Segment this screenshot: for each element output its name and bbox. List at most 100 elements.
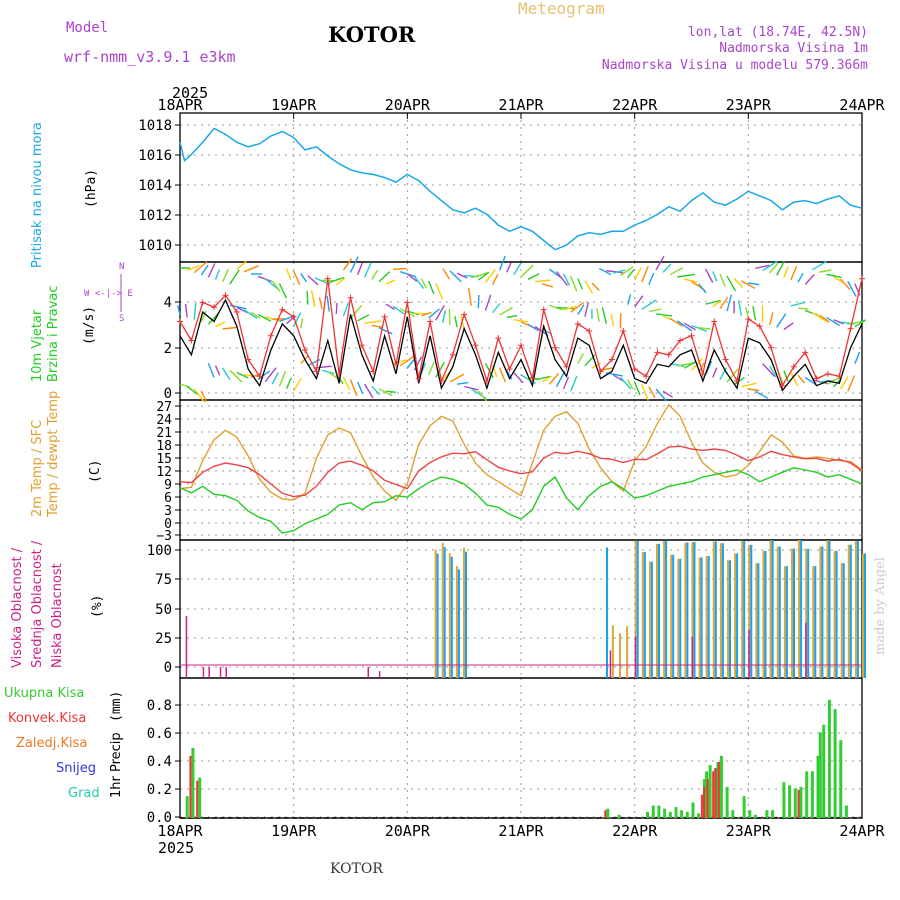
x-tick-label-top: 20APR bbox=[385, 96, 431, 114]
cloud-mid-bar bbox=[656, 543, 658, 678]
gust-marker bbox=[824, 370, 831, 377]
wind-barb bbox=[648, 386, 656, 399]
gust-marker bbox=[711, 318, 718, 325]
y-tick-label: 100 bbox=[147, 543, 172, 559]
wind-barb bbox=[562, 273, 571, 286]
wind-barb bbox=[293, 312, 302, 327]
panel-frame bbox=[179, 539, 863, 679]
wind-barb bbox=[221, 268, 230, 283]
precip-total-bar bbox=[651, 805, 655, 818]
wind-barb bbox=[193, 388, 205, 403]
cloud-mid-bar bbox=[648, 561, 651, 678]
wind-barb bbox=[356, 381, 364, 394]
wind-barb bbox=[854, 319, 866, 328]
precip-total-bar bbox=[725, 786, 729, 818]
wind-barb bbox=[648, 308, 662, 313]
gust-marker bbox=[859, 275, 865, 282]
gust-marker bbox=[688, 332, 695, 339]
wind-barb bbox=[712, 271, 718, 282]
precip-conv-bar bbox=[717, 762, 720, 818]
wind-barb bbox=[186, 385, 199, 395]
wind-barb bbox=[193, 261, 208, 274]
wind-barb bbox=[762, 363, 776, 377]
cloud-unit: (%) bbox=[90, 594, 105, 618]
wind-barb bbox=[293, 270, 301, 285]
wind-barb bbox=[285, 268, 292, 280]
precip-total-bar bbox=[742, 796, 746, 818]
cloud-low-bar bbox=[219, 667, 222, 678]
gust-marker bbox=[620, 328, 627, 334]
legend-graupel: Grad bbox=[68, 786, 100, 801]
temp-2m-line bbox=[179, 445, 863, 498]
gust-marker bbox=[188, 337, 195, 344]
gust-marker bbox=[563, 363, 570, 370]
wind-barb bbox=[790, 372, 799, 387]
compass-s: S bbox=[119, 314, 125, 324]
wind-barb bbox=[577, 278, 583, 290]
cloud-high-bar bbox=[828, 540, 831, 678]
wind-barb bbox=[349, 379, 358, 397]
cloud-mid-bar bbox=[691, 542, 694, 678]
y-tick-label: 0 bbox=[164, 660, 172, 676]
compass-n: N bbox=[119, 262, 125, 272]
wind-barb bbox=[598, 267, 612, 276]
wind-barb bbox=[584, 302, 589, 317]
precip-total-bar bbox=[685, 811, 689, 818]
gust-marker bbox=[415, 375, 422, 382]
gust-marker bbox=[756, 323, 763, 330]
precip-total-bar bbox=[810, 771, 814, 818]
x-tick-label-bottom: 21APR bbox=[498, 822, 544, 840]
wind-barb bbox=[378, 388, 393, 397]
wind-barb bbox=[641, 384, 649, 401]
precip-total-bar bbox=[816, 755, 820, 818]
wind-barb bbox=[207, 263, 216, 278]
wind-barb bbox=[349, 256, 359, 273]
wind-barb bbox=[399, 355, 415, 367]
gust-marker bbox=[427, 318, 434, 325]
y-tick-label: 27 bbox=[156, 400, 172, 415]
wind-barb bbox=[349, 304, 363, 319]
wind-barb bbox=[326, 296, 330, 312]
precip-total-bar bbox=[617, 814, 621, 818]
y-tick-label: 18 bbox=[156, 439, 172, 454]
wind-barb bbox=[215, 321, 226, 328]
wind-barb bbox=[278, 283, 288, 299]
wind-barb bbox=[726, 294, 733, 312]
cloud-mid-bar bbox=[677, 558, 680, 678]
gust-marker bbox=[302, 347, 309, 354]
cloud-high-bar bbox=[814, 566, 817, 678]
wind-barb bbox=[307, 275, 319, 286]
cloud-high-bar bbox=[686, 542, 689, 678]
cloud-high-bar bbox=[729, 560, 731, 678]
precip-conv-bar bbox=[700, 794, 703, 818]
cloud-high-bar bbox=[436, 553, 439, 678]
cloud-high-bar bbox=[736, 553, 739, 678]
wind-barb bbox=[306, 290, 309, 305]
gust-marker bbox=[745, 316, 752, 323]
cloud-mid-bar bbox=[698, 557, 701, 678]
precip-total-bar bbox=[818, 732, 822, 818]
x-tick-label-top: 18APR bbox=[157, 96, 203, 114]
y-tick-label: 25 bbox=[155, 631, 172, 647]
precip-total-bar bbox=[691, 802, 695, 818]
gust-marker bbox=[802, 349, 809, 356]
wind-barb bbox=[790, 265, 798, 281]
cloud-mid-bar bbox=[783, 566, 786, 678]
wind-barb bbox=[222, 367, 231, 381]
wind-barb bbox=[393, 267, 407, 271]
cloud-high-bar bbox=[714, 541, 717, 678]
cloud-high-bar bbox=[764, 550, 767, 678]
gust-marker bbox=[233, 308, 240, 315]
wind-barb bbox=[435, 304, 445, 321]
wind-barb bbox=[542, 283, 553, 288]
wind-barb bbox=[748, 388, 760, 392]
cloud-high-bar bbox=[743, 540, 746, 678]
precip-conv-bar bbox=[196, 780, 199, 818]
gust-marker bbox=[370, 368, 377, 375]
cloud-mid-bar bbox=[626, 626, 629, 678]
wind-barb bbox=[535, 375, 551, 381]
wind-barb bbox=[442, 310, 447, 323]
x-tick-label-top: 19APR bbox=[271, 96, 317, 114]
wind-barb bbox=[454, 316, 458, 328]
precip-total-bar bbox=[674, 807, 678, 818]
